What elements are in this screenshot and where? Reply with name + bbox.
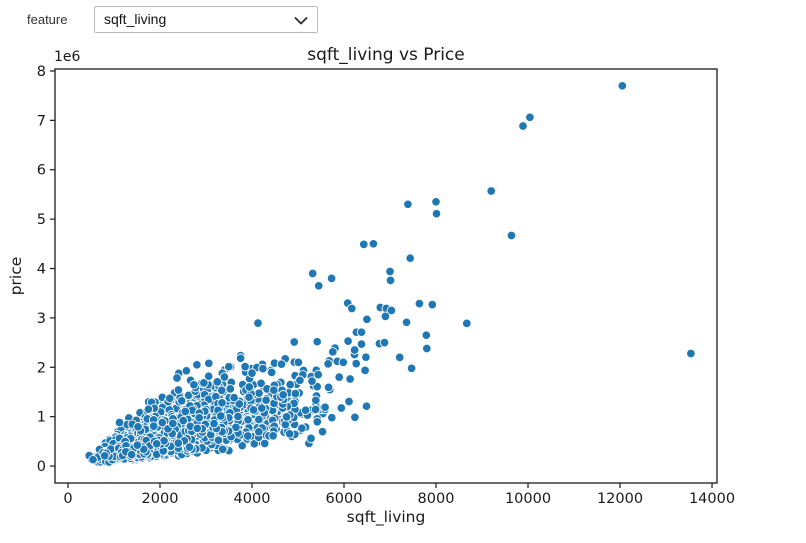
scatter-outlier-points (307, 81, 696, 374)
x-tick-label: 6000 (326, 491, 363, 507)
scatter-point-cloud (84, 314, 372, 467)
feature-dropdown[interactable]: sqft_living (94, 6, 318, 33)
feature-dropdown-label: feature (27, 12, 68, 27)
axis-ticks (50, 70, 713, 488)
x-tick-label: 4000 (234, 491, 271, 507)
y-tick-label: 7 (37, 113, 46, 129)
y-axis-offset-label: 1e6 (54, 49, 81, 65)
feature-dropdown-value: sqft_living (104, 11, 167, 27)
y-tick-label: 2 (37, 360, 46, 376)
y-axis-label: price (7, 257, 25, 296)
widget-controls-row: feature sqft_living (0, 0, 806, 40)
y-tick-label: 4 (37, 262, 46, 278)
x-tick-label: 12000 (597, 491, 643, 507)
y-tick-label: 8 (37, 64, 46, 80)
x-tick-label: 8000 (418, 491, 455, 507)
y-tick-label: 6 (37, 163, 46, 179)
x-axis-label: sqft_living (347, 508, 426, 527)
y-tick-label: 3 (37, 311, 46, 327)
plot-spines (54, 68, 718, 484)
plot-title: sqft_living vs Price (307, 45, 465, 65)
x-tick-label: 2000 (142, 491, 179, 507)
chevron-down-icon (294, 17, 308, 25)
x-tick-label: 10000 (505, 491, 551, 507)
y-tick-label: 0 (37, 459, 46, 475)
y-tick-label: 1 (37, 410, 46, 426)
y-tick-label: 5 (37, 212, 46, 228)
x-tick-label: 0 (63, 491, 72, 507)
x-tick-label: 14000 (689, 491, 735, 507)
